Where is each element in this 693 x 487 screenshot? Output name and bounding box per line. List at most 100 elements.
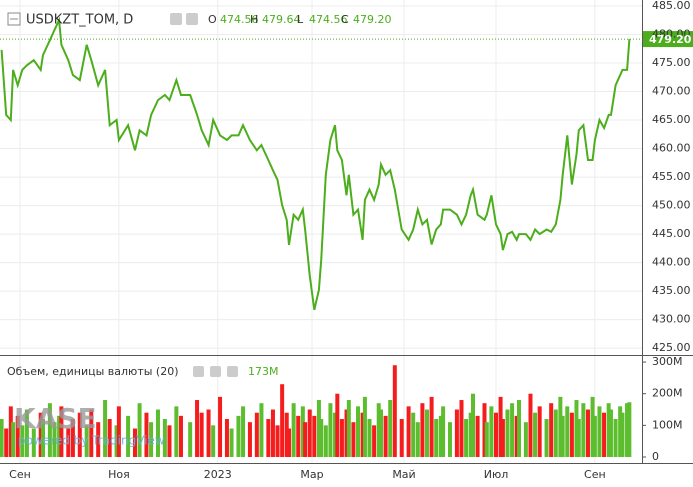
settings-icon[interactable] — [186, 13, 198, 25]
volume-bar — [174, 406, 179, 457]
volume-bar — [4, 428, 9, 457]
volume-bar — [291, 403, 296, 457]
volume-bar — [319, 419, 324, 457]
volume-bar — [574, 400, 579, 457]
ohlc-value: 479.20 — [353, 13, 392, 26]
volume-bar — [339, 419, 344, 457]
y-tick-label: 450.00 — [652, 199, 691, 212]
y-tick-label: 440.00 — [652, 256, 691, 269]
volume-bar — [132, 428, 137, 457]
last-price-label: 479.20 — [649, 33, 692, 46]
volume-bar — [218, 396, 223, 457]
watermark-logo: KASE — [14, 402, 97, 435]
y-tick-label: 0 — [652, 450, 659, 463]
volume-bar — [31, 428, 36, 457]
watermark-powered: powered by TradingView — [18, 434, 165, 448]
volume-bar — [544, 419, 549, 457]
volume-bar — [475, 415, 480, 457]
y-tick-label: 480.00 — [652, 28, 691, 41]
volume-bar — [585, 409, 590, 457]
volume-bar — [162, 419, 167, 457]
volume-bar — [565, 406, 570, 457]
ohlc-value: 474.56 — [220, 13, 259, 26]
volume-bar — [516, 400, 521, 457]
volume-bar — [137, 403, 142, 457]
volume-bar — [569, 412, 574, 457]
volume-bar — [367, 419, 372, 457]
x-tick-label: Июл — [484, 468, 509, 481]
y-tick-label: 435.00 — [652, 284, 691, 297]
volume-bar — [625, 403, 630, 457]
volume-bar — [602, 412, 607, 457]
y-tick-label: 300M — [652, 355, 683, 368]
x-tick-label: Май — [392, 468, 415, 481]
volume-bar — [514, 415, 519, 457]
volume-bar — [441, 406, 446, 457]
volume-bar — [498, 396, 503, 457]
volume-bar — [38, 412, 43, 457]
volume-bar — [613, 419, 618, 457]
volume-bar — [59, 406, 64, 457]
volume-bar — [211, 425, 216, 457]
volume-bar — [178, 415, 183, 457]
volume-bar — [47, 403, 52, 457]
y-tick-label: 425.00 — [652, 341, 691, 354]
volume-bar — [206, 409, 211, 457]
volume-bar — [510, 403, 515, 457]
volume-bar — [270, 409, 275, 457]
volume-bar — [429, 396, 434, 457]
volume-bar — [280, 384, 285, 457]
ohlc-value: 479.64 — [262, 13, 301, 26]
volume-bar — [300, 406, 305, 457]
volume-bar — [392, 365, 397, 457]
volume-title: Объем, единицы валюты (20) — [7, 365, 179, 378]
y-tick-label: 475.00 — [652, 56, 691, 69]
volume-bar — [388, 400, 393, 457]
volume-bar — [284, 412, 289, 457]
volume-bar — [505, 409, 510, 457]
volume-bar — [420, 403, 425, 457]
y-tick-label: 470.00 — [652, 85, 691, 98]
volume-bar — [126, 415, 131, 457]
volume-bar — [149, 422, 154, 457]
ohlc-label: O — [208, 13, 217, 26]
volume-bar — [224, 419, 229, 457]
volume-bar — [597, 406, 602, 457]
volume-bar — [484, 422, 489, 457]
y-tick-label: 460.00 — [652, 142, 691, 155]
y-tick-label: 465.00 — [652, 113, 691, 126]
volume-bar — [296, 415, 301, 457]
volume-bar — [549, 403, 554, 457]
volume-bar — [199, 412, 204, 457]
volume-bar — [627, 402, 632, 457]
volume-bar — [307, 409, 312, 457]
volume-bar — [581, 403, 586, 457]
volume-bar — [312, 415, 317, 457]
volume-bar — [383, 415, 388, 457]
marks — [0, 16, 693, 457]
volume-bar — [195, 400, 200, 457]
volume-bar — [11, 422, 16, 457]
volume-bar — [266, 419, 271, 457]
volume-bar — [470, 393, 475, 457]
volume-bar — [608, 409, 613, 457]
volume-bar — [344, 409, 349, 457]
volume-bar — [406, 406, 411, 457]
volume-bar — [66, 428, 71, 457]
volume-bar — [316, 400, 321, 457]
volume-visibility-icon[interactable] — [193, 366, 204, 377]
volume-bar — [523, 422, 528, 457]
visibility-icon[interactable] — [170, 13, 182, 25]
volume-bar — [259, 403, 264, 457]
volume-bar — [77, 412, 82, 457]
volume-bar — [0, 419, 4, 457]
volume-settings-icon[interactable] — [210, 366, 221, 377]
volume-close-icon[interactable] — [227, 366, 238, 377]
volume-bar — [558, 396, 563, 457]
volume-bar — [489, 406, 494, 457]
volume-bar — [236, 415, 241, 457]
x-tick-label: 2023 — [204, 468, 232, 481]
volume-bar — [346, 400, 351, 457]
volume-bar — [70, 419, 75, 457]
volume-bar — [553, 409, 558, 457]
